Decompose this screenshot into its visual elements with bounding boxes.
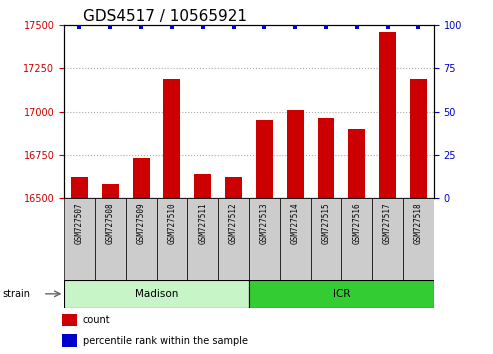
Bar bbox=[225, 177, 242, 198]
Point bbox=[415, 24, 423, 29]
Bar bbox=[102, 184, 119, 198]
Bar bbox=[403, 198, 434, 280]
Bar bbox=[164, 79, 180, 198]
Bar bbox=[379, 32, 396, 198]
Bar bbox=[218, 198, 249, 280]
Bar bbox=[62, 335, 76, 347]
Text: GSM727518: GSM727518 bbox=[414, 202, 423, 244]
Bar bbox=[287, 110, 304, 198]
Text: Madison: Madison bbox=[135, 289, 178, 299]
Bar bbox=[249, 280, 434, 308]
Bar bbox=[64, 280, 249, 308]
Point bbox=[260, 24, 268, 29]
Text: percentile rank within the sample: percentile rank within the sample bbox=[83, 336, 248, 346]
Text: GDS4517 / 10565921: GDS4517 / 10565921 bbox=[83, 8, 246, 24]
Bar bbox=[311, 198, 341, 280]
Point bbox=[353, 24, 361, 29]
Text: GSM727508: GSM727508 bbox=[106, 202, 115, 244]
Point bbox=[384, 24, 391, 29]
Text: GSM727515: GSM727515 bbox=[321, 202, 330, 244]
Bar bbox=[249, 198, 280, 280]
Text: GSM727507: GSM727507 bbox=[75, 202, 84, 244]
Point bbox=[291, 24, 299, 29]
Text: GSM727514: GSM727514 bbox=[291, 202, 300, 244]
Point bbox=[322, 24, 330, 29]
Bar bbox=[157, 198, 187, 280]
Text: GSM727510: GSM727510 bbox=[168, 202, 176, 244]
Point bbox=[230, 24, 238, 29]
Bar bbox=[133, 158, 149, 198]
Bar bbox=[194, 174, 211, 198]
Bar bbox=[372, 198, 403, 280]
Bar bbox=[95, 198, 126, 280]
Point bbox=[168, 24, 176, 29]
Text: GSM727512: GSM727512 bbox=[229, 202, 238, 244]
Text: GSM727516: GSM727516 bbox=[352, 202, 361, 244]
Bar bbox=[126, 198, 157, 280]
Bar bbox=[349, 129, 365, 198]
Text: GSM727509: GSM727509 bbox=[137, 202, 145, 244]
Bar bbox=[410, 79, 427, 198]
Bar bbox=[71, 177, 88, 198]
Text: ICR: ICR bbox=[333, 289, 350, 299]
Bar bbox=[256, 120, 273, 198]
Bar bbox=[62, 314, 76, 326]
Text: strain: strain bbox=[2, 289, 31, 299]
Point bbox=[106, 24, 114, 29]
Bar bbox=[317, 119, 334, 198]
Text: GSM727517: GSM727517 bbox=[383, 202, 392, 244]
Text: GSM727513: GSM727513 bbox=[260, 202, 269, 244]
Text: GSM727511: GSM727511 bbox=[198, 202, 207, 244]
Bar bbox=[64, 198, 95, 280]
Bar bbox=[341, 198, 372, 280]
Point bbox=[75, 24, 83, 29]
Bar bbox=[187, 198, 218, 280]
Text: count: count bbox=[83, 315, 110, 325]
Point bbox=[137, 24, 145, 29]
Point bbox=[199, 24, 207, 29]
Bar bbox=[280, 198, 311, 280]
